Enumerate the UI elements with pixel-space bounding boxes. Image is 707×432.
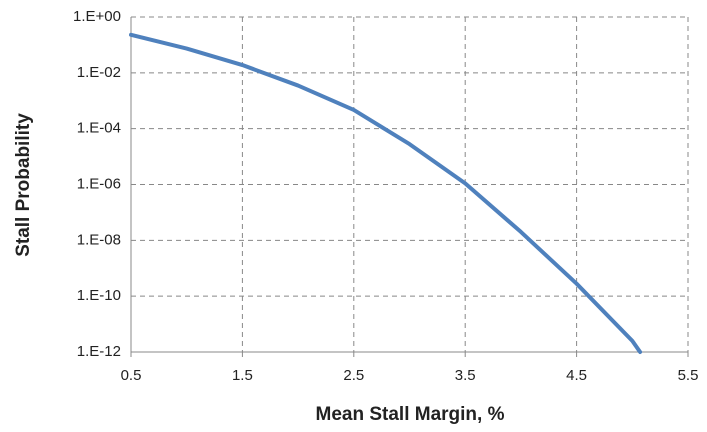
y-tick-label: 1.E-02 (77, 64, 121, 81)
x-tick-label: 5.5 (678, 367, 699, 384)
y-tick-label: 1.E-08 (77, 231, 121, 248)
y-tick-label: 1.E-12 (77, 343, 121, 360)
y-tick-label: 1.E-06 (77, 175, 121, 192)
y-tick-label: 1.E+00 (73, 8, 121, 25)
x-tick-label: 3.5 (455, 367, 476, 384)
y-axis-title: Stall Probability (13, 113, 34, 257)
x-tick-label: 0.5 (121, 367, 142, 384)
x-axis-title: Mean Stall Margin, % (316, 404, 505, 425)
y-tick-label: 1.E-10 (77, 287, 121, 304)
data-line (129, 32, 643, 354)
x-tick-label: 1.5 (232, 367, 253, 384)
x-tick-label: 4.5 (566, 367, 587, 384)
y-tick-label: 1.E-04 (77, 120, 121, 137)
x-tick-label: 2.5 (343, 367, 364, 384)
